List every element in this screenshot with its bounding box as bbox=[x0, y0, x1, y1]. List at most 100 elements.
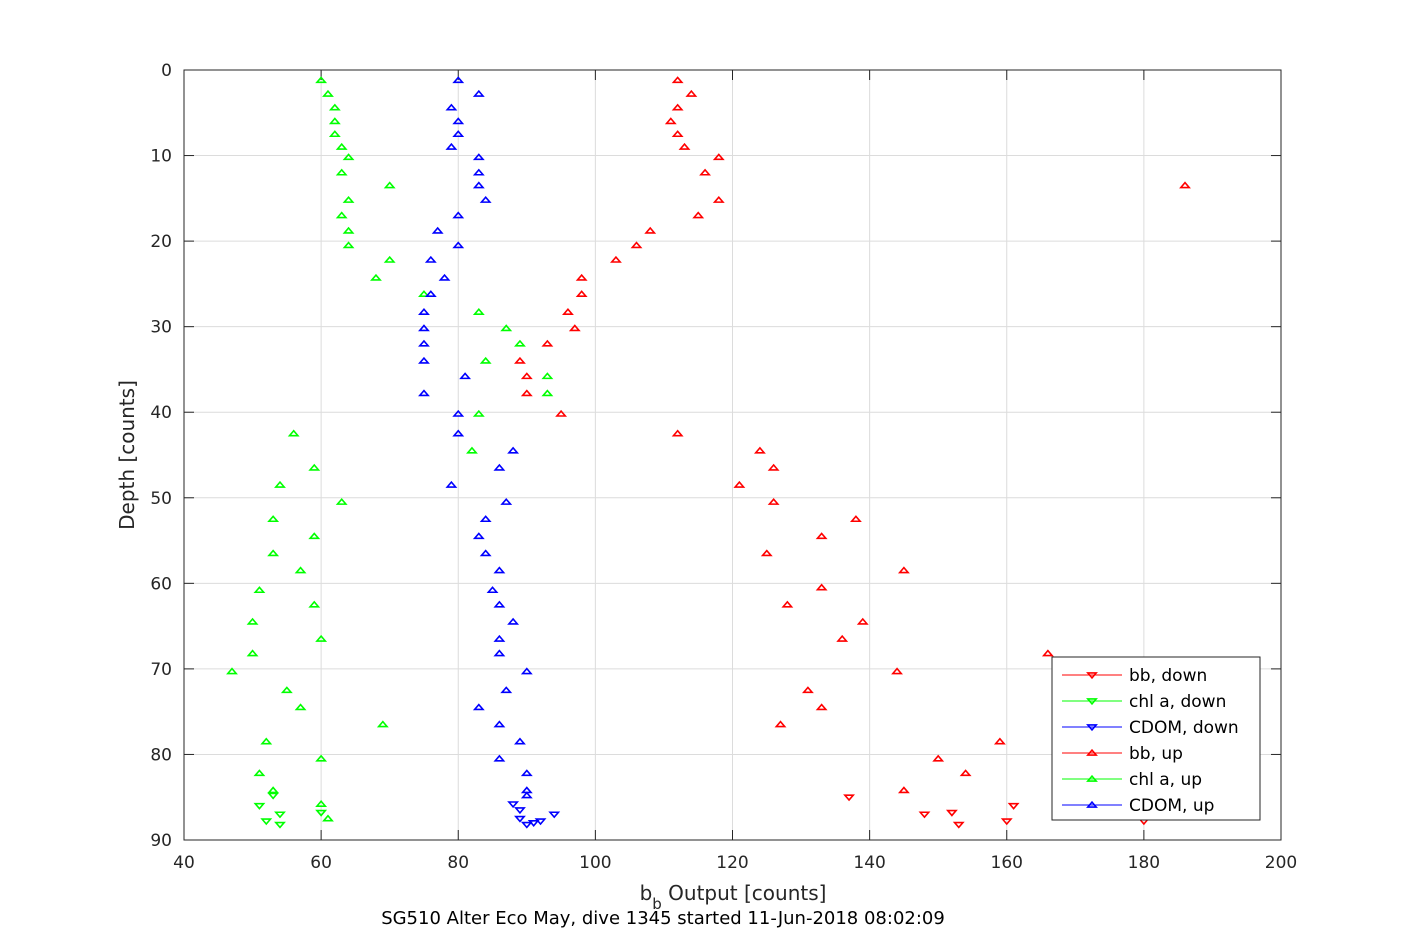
data-point bbox=[493, 463, 506, 471]
x-tick-label: 200 bbox=[1265, 853, 1297, 873]
data-point bbox=[527, 820, 540, 827]
data-point bbox=[431, 226, 444, 234]
data-point bbox=[520, 667, 533, 675]
data-point bbox=[315, 76, 328, 84]
legend-marker bbox=[1086, 698, 1098, 706]
data-point bbox=[418, 290, 430, 298]
data-point bbox=[246, 649, 259, 657]
data-point bbox=[322, 89, 334, 97]
x-tick-label: 40 bbox=[173, 853, 195, 873]
ticks: 40 60 80 100 120 140 160 180 200 0 10 20 30 40 50 60 70 8… bbox=[150, 61, 1297, 873]
x-tick-label: 140 bbox=[853, 853, 885, 873]
data-point bbox=[445, 142, 458, 150]
data-point bbox=[514, 339, 526, 347]
data-point bbox=[1041, 649, 1054, 657]
data-point bbox=[308, 463, 321, 471]
data-point bbox=[260, 818, 273, 826]
data-point bbox=[452, 429, 465, 437]
data-point bbox=[733, 480, 746, 488]
data-point bbox=[801, 686, 814, 694]
data-point bbox=[315, 754, 328, 762]
data-point bbox=[555, 409, 568, 417]
legend-item: bb, up bbox=[1062, 744, 1183, 764]
data-point bbox=[568, 324, 581, 332]
series-cdom-down bbox=[507, 801, 561, 829]
y-tick-label: 20 bbox=[150, 232, 172, 252]
data-point bbox=[260, 737, 273, 745]
y-tick-label: 60 bbox=[150, 574, 172, 594]
data-point bbox=[383, 181, 396, 189]
y-tick-label: 30 bbox=[150, 318, 172, 338]
data-point bbox=[479, 356, 492, 364]
data-point bbox=[342, 241, 355, 249]
data-point bbox=[472, 703, 485, 711]
data-point bbox=[459, 372, 472, 380]
data-point bbox=[322, 814, 334, 822]
data-point bbox=[541, 372, 554, 380]
data-point bbox=[575, 290, 588, 298]
legend-marker bbox=[1086, 672, 1098, 680]
data-point bbox=[891, 667, 903, 675]
legend-item: chl a, up bbox=[1062, 770, 1202, 790]
data-point bbox=[424, 255, 437, 263]
data-point bbox=[897, 786, 910, 794]
data-point bbox=[630, 241, 643, 249]
data-point bbox=[472, 89, 485, 97]
data-point bbox=[562, 308, 574, 316]
data-point bbox=[267, 786, 280, 794]
data-point bbox=[932, 754, 945, 762]
x-tick-label: 80 bbox=[447, 853, 469, 873]
legend-marker bbox=[1086, 774, 1098, 782]
data-point bbox=[479, 195, 492, 203]
data-point bbox=[493, 634, 506, 642]
legend-label: chl a, down bbox=[1129, 692, 1226, 712]
data-point bbox=[918, 811, 931, 819]
data-point bbox=[856, 617, 869, 625]
data-point bbox=[328, 117, 341, 125]
data-point bbox=[959, 769, 972, 777]
y-tick-label: 10 bbox=[150, 147, 172, 167]
data-point bbox=[472, 532, 485, 540]
y-tick-label: 40 bbox=[150, 403, 172, 423]
x-tick-label: 120 bbox=[716, 853, 748, 873]
data-point bbox=[438, 273, 451, 281]
data-point bbox=[520, 769, 533, 777]
y-tick-label: 80 bbox=[150, 745, 172, 765]
data-point bbox=[479, 549, 492, 557]
legend-label: CDOM, up bbox=[1129, 796, 1214, 816]
data-point bbox=[246, 617, 259, 625]
data-point bbox=[418, 389, 430, 397]
data-point bbox=[452, 117, 465, 125]
legend-marker bbox=[1086, 724, 1098, 732]
data-point bbox=[952, 821, 965, 829]
series-cdom-up bbox=[418, 76, 533, 799]
data-point bbox=[308, 532, 321, 540]
data-point bbox=[376, 720, 389, 728]
data-point bbox=[418, 308, 430, 316]
data-point bbox=[294, 703, 307, 711]
data-point bbox=[781, 600, 794, 608]
data-point bbox=[267, 515, 280, 523]
data-point bbox=[610, 255, 622, 263]
data-point bbox=[472, 153, 485, 161]
data-point bbox=[520, 372, 533, 380]
data-point bbox=[294, 566, 307, 574]
data-point bbox=[472, 308, 485, 316]
data-point bbox=[253, 769, 266, 777]
data-point bbox=[712, 153, 725, 161]
x-tick-label: 60 bbox=[310, 853, 332, 873]
data-point bbox=[342, 153, 355, 161]
data-point bbox=[692, 211, 705, 219]
data-point bbox=[452, 76, 465, 84]
data-point bbox=[514, 815, 526, 823]
data-point bbox=[493, 720, 506, 728]
data-point bbox=[315, 809, 328, 817]
data-point bbox=[760, 549, 773, 557]
data-point bbox=[644, 226, 657, 234]
data-point bbox=[308, 600, 321, 608]
data-point bbox=[671, 429, 684, 437]
data-point bbox=[945, 809, 958, 817]
y-tick-label: 70 bbox=[150, 660, 172, 680]
data-point bbox=[1179, 181, 1191, 189]
